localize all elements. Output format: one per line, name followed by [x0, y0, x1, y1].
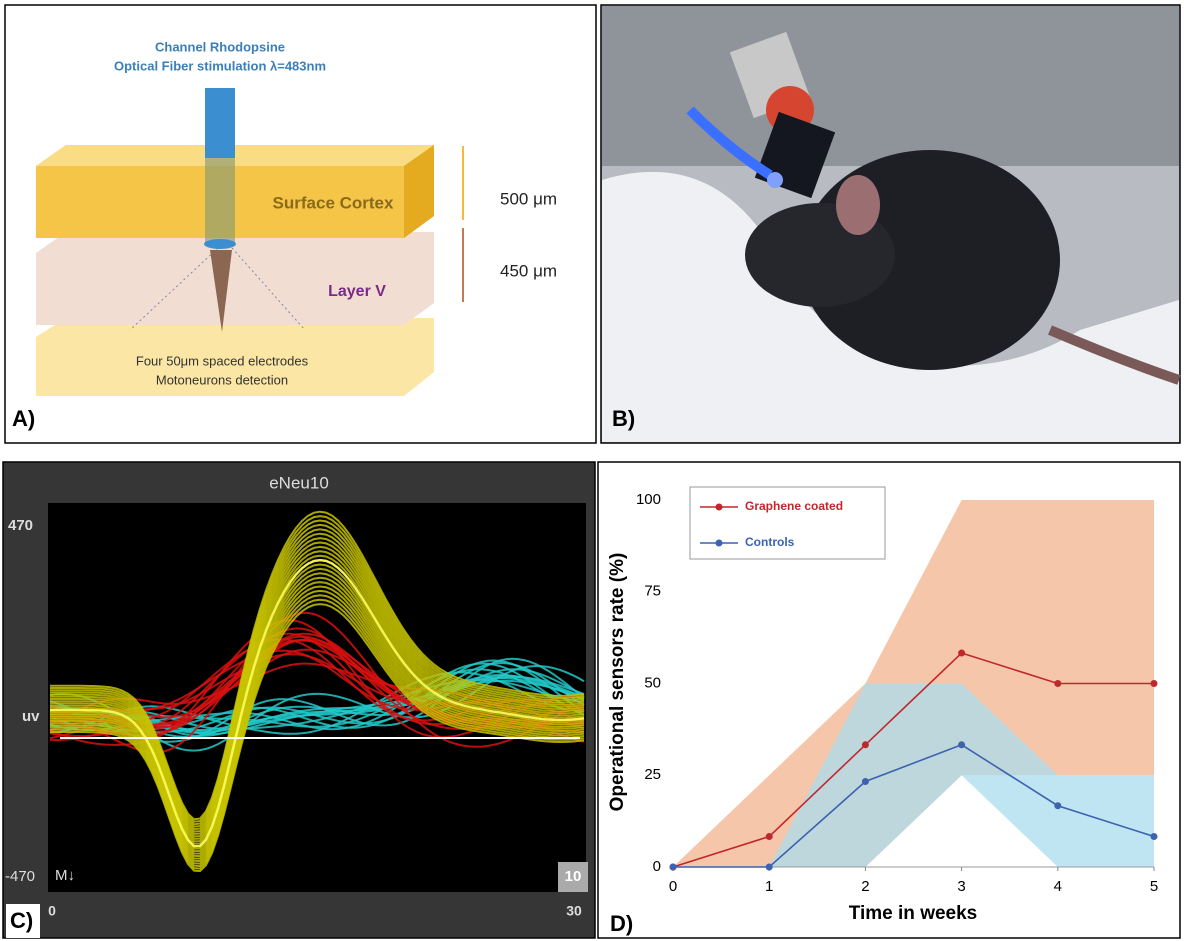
waveform	[50, 515, 585, 823]
panel-label: D)	[610, 911, 633, 936]
data-point	[765, 863, 773, 871]
marker-label: M↓	[55, 867, 75, 884]
axis-label: 0	[48, 903, 56, 919]
panel-a: Channel Rhodopsine Optical Fiber stimula…	[4, 4, 597, 444]
photo-background	[602, 6, 1179, 166]
electrode-label: Four 50μm spaced electrodes	[136, 353, 309, 368]
layer-v	[36, 232, 434, 325]
waveform	[50, 545, 585, 840]
y-tick-label: 0	[653, 858, 661, 875]
waveform	[50, 528, 585, 831]
x-tick-label: 5	[1150, 878, 1158, 895]
waveform	[50, 563, 585, 850]
depth-label: 500 μm	[500, 189, 557, 208]
y-tick-label: 75	[644, 583, 661, 600]
electrode	[210, 250, 232, 332]
fiber-inside	[205, 158, 235, 242]
fiber-tip	[204, 239, 236, 249]
x-axis-title: Time in weeks	[849, 903, 978, 924]
waveform-area	[48, 503, 586, 892]
y-tick-label: 25	[644, 766, 661, 783]
data-point	[1150, 833, 1158, 841]
series-line	[673, 743, 1155, 868]
x-tick-label: 0	[669, 878, 677, 895]
series-line	[672, 652, 1154, 868]
axis-label: uv	[22, 708, 40, 725]
x-tick-label: 1	[765, 878, 773, 895]
x-tick-label: 3	[957, 878, 965, 895]
waveform	[50, 532, 585, 833]
count-box	[558, 862, 588, 892]
axis-label: -470	[5, 868, 35, 885]
layer-side	[404, 145, 434, 238]
waveform	[50, 519, 585, 826]
mouse-ear	[836, 175, 880, 235]
waveform	[50, 550, 585, 843]
waveform	[50, 594, 585, 868]
panel-label: A)	[12, 406, 35, 431]
y-tick-label: 100	[636, 491, 661, 508]
cone-line	[129, 247, 219, 331]
cone-line	[231, 247, 306, 331]
range-band	[673, 683, 1154, 867]
panel-title: eNeu10	[269, 473, 329, 492]
layer-bottom	[36, 318, 434, 396]
layer-label: Layer V	[328, 283, 386, 300]
waveform	[50, 523, 585, 828]
waveform	[50, 598, 585, 870]
waveform	[50, 585, 585, 863]
depth-label: 450 μm	[500, 261, 557, 280]
bedding	[602, 171, 1179, 442]
fiber-title: Channel Rhodopsine	[155, 39, 285, 54]
y-axis-title: Operational sensors rate (%)	[607, 553, 628, 812]
waveform	[50, 554, 585, 845]
optic-fiber	[686, 106, 773, 180]
legend-marker	[715, 539, 723, 547]
data-point	[765, 833, 773, 841]
data-point	[958, 741, 966, 749]
data-point	[1054, 802, 1062, 810]
axis-label: 470	[8, 517, 33, 534]
y-tick-label: 50	[644, 674, 661, 691]
x-tick-label: 4	[1054, 878, 1062, 895]
count-label: 10	[565, 868, 582, 885]
data-point	[861, 777, 869, 785]
legend-marker	[715, 503, 723, 511]
waveform	[50, 558, 585, 848]
panel-d: Operational sensors rate (%) Time in wee…	[597, 461, 1181, 939]
waveform	[50, 537, 585, 835]
legend-label: Graphene coated	[745, 499, 843, 513]
waveform	[50, 541, 585, 838]
waveform	[50, 567, 585, 853]
panel-c: eNeu10 470 uv -470 M↓ 10 0 30 C)	[2, 461, 596, 939]
data-point	[958, 649, 966, 657]
electrode-label: Motoneurons detection	[156, 372, 288, 387]
layer-label: Surface Cortex	[273, 193, 394, 212]
legend	[689, 486, 886, 560]
label-bg	[6, 904, 40, 938]
panel-b: B)	[600, 4, 1181, 444]
axis-label: 30	[566, 903, 582, 919]
fiber	[205, 88, 235, 158]
data-point	[861, 741, 869, 749]
data-point	[1054, 680, 1062, 687]
waveform	[50, 581, 585, 860]
waveform	[50, 589, 585, 865]
waveform	[50, 510, 585, 821]
data-point	[669, 863, 677, 871]
panel-label: B)	[612, 406, 635, 431]
data-point	[1150, 680, 1158, 687]
panel-label: C)	[10, 908, 33, 933]
x-tick-label: 2	[861, 878, 869, 895]
legend-label: Controls	[745, 535, 795, 549]
waveform	[50, 603, 585, 873]
fiber-subtitle: Optical Fiber stimulation λ=483nm	[114, 58, 326, 73]
blue-light	[767, 172, 783, 188]
waveform	[50, 572, 585, 855]
mouse-tail	[1048, 325, 1181, 385]
